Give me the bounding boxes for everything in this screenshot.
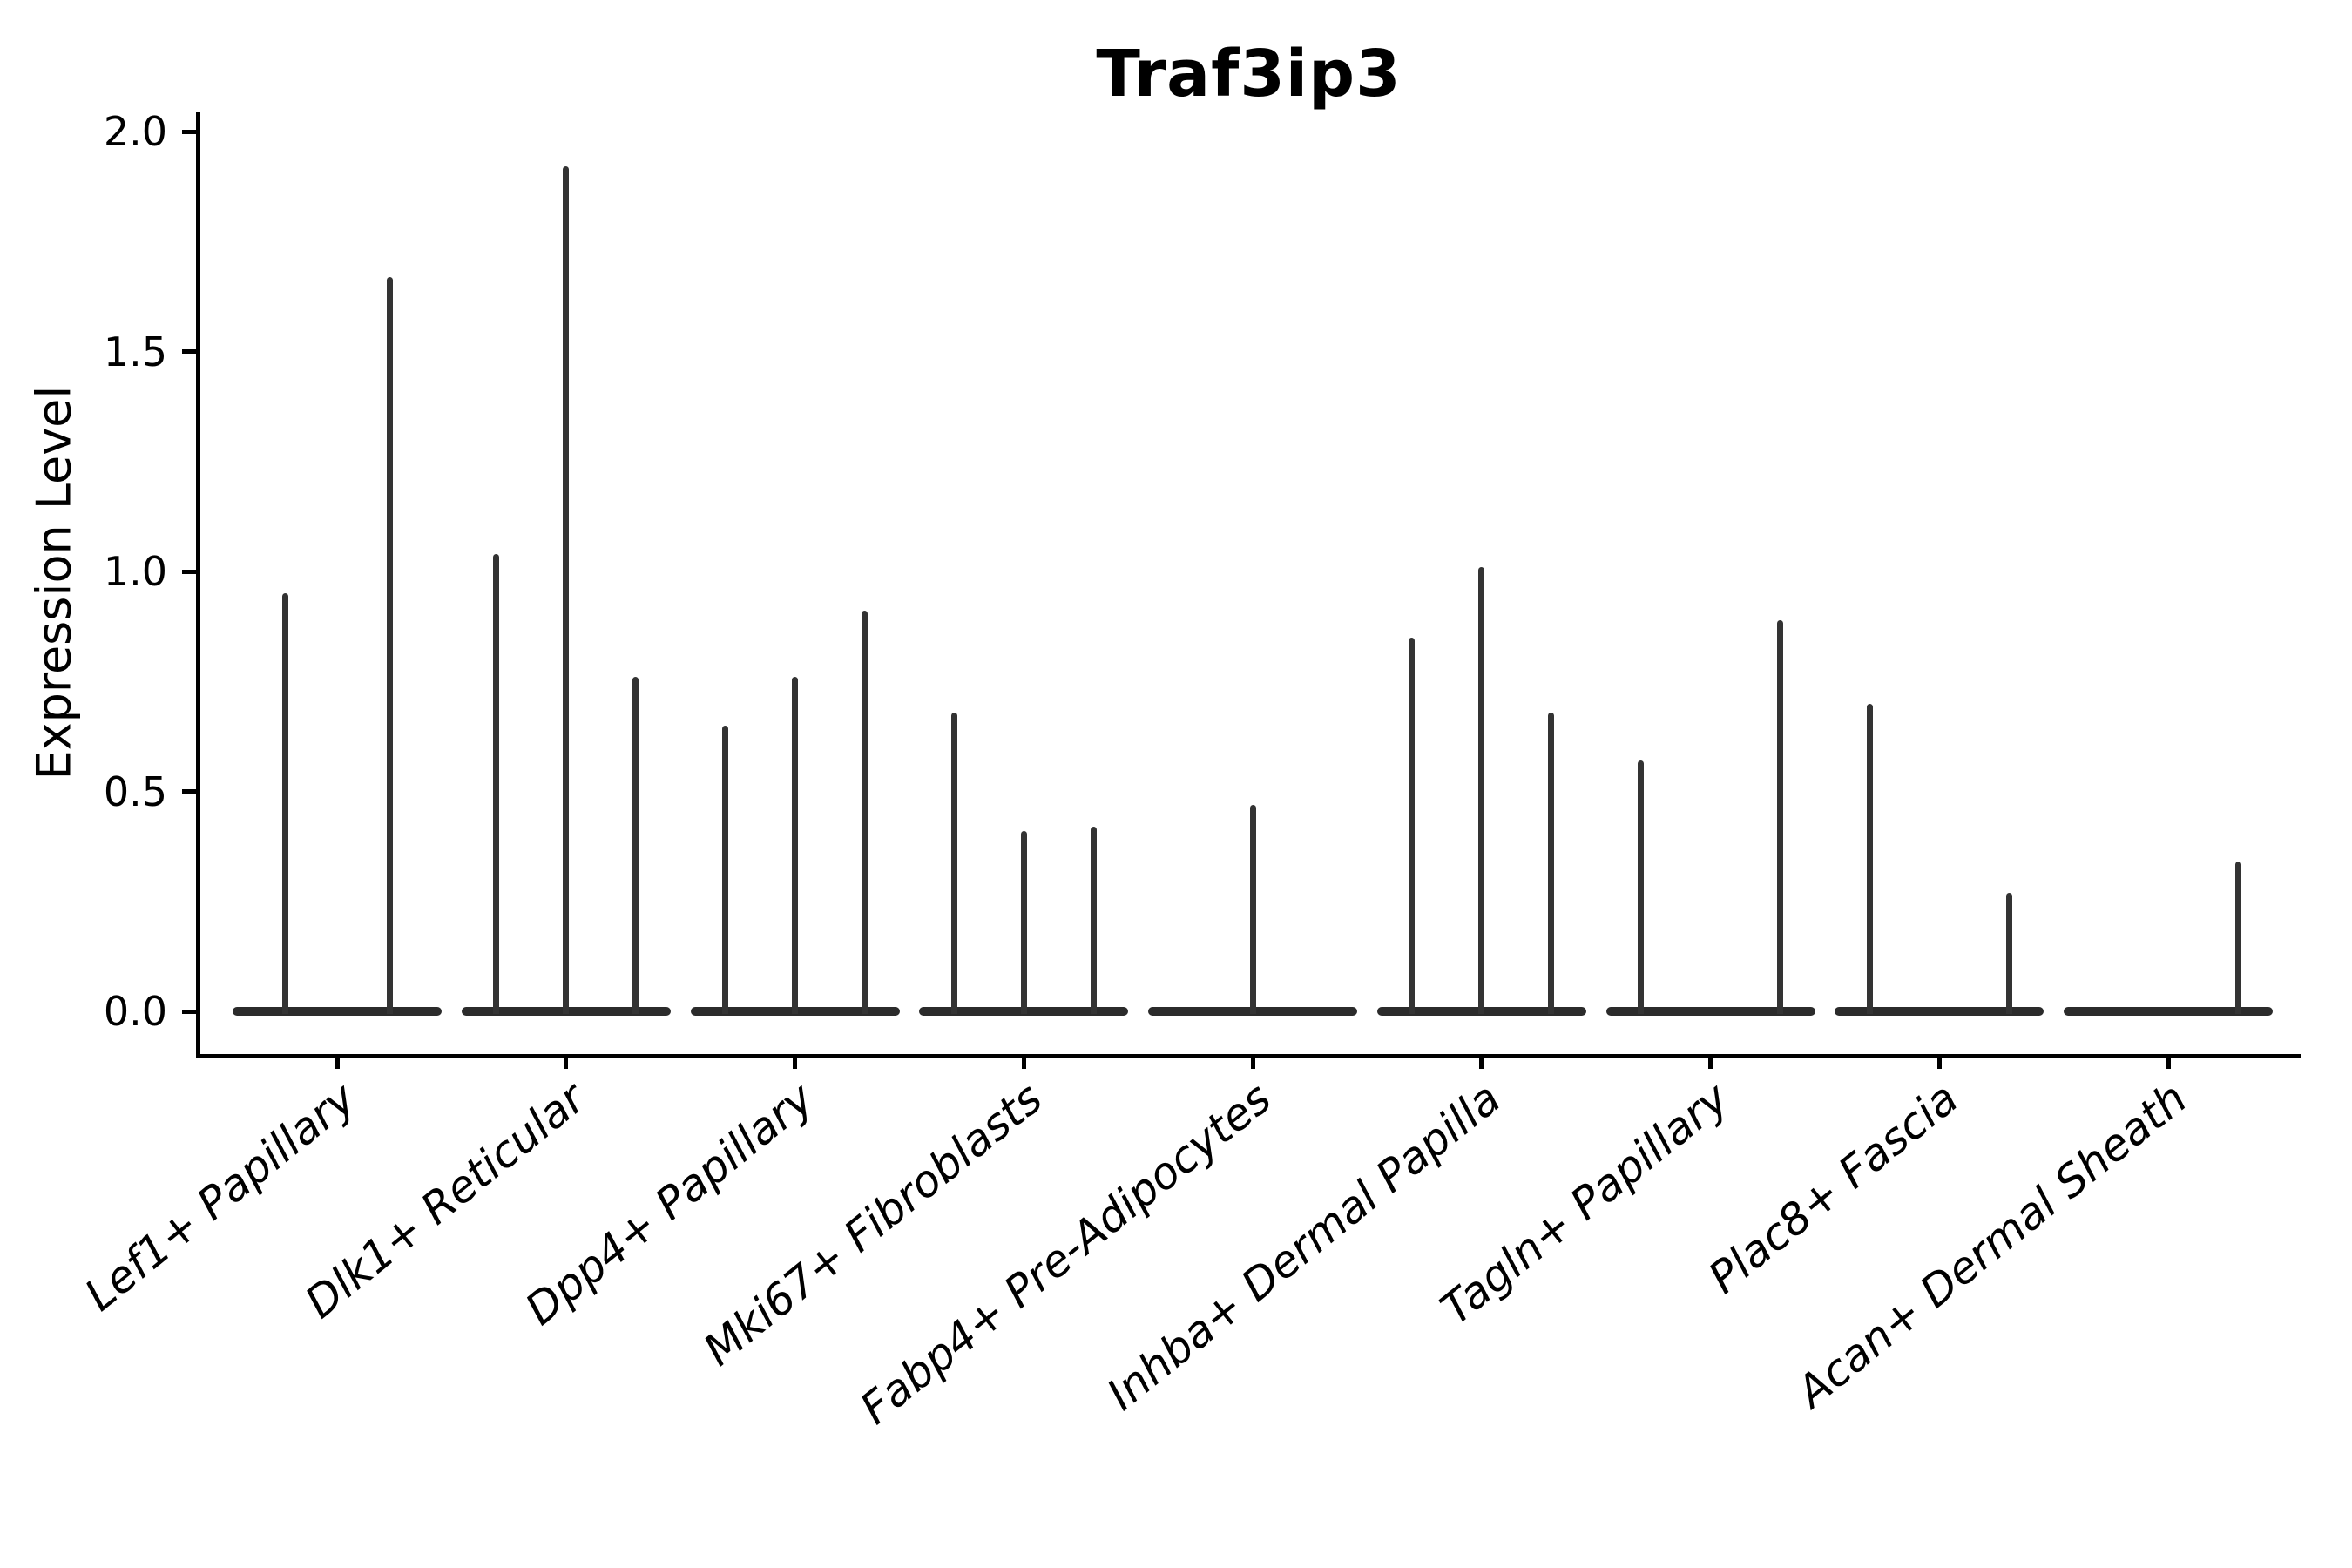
y-tick-mark (182, 789, 198, 794)
violin-spike (386, 276, 393, 1014)
x-tick-mark (335, 1054, 340, 1069)
violin-base (233, 1007, 442, 1016)
x-tick-mark (564, 1054, 569, 1069)
violin-spike (2005, 892, 2012, 1014)
y-tick-label: 0.5 (103, 767, 167, 815)
violin-base (2064, 1007, 2273, 1016)
violin-spike (563, 166, 570, 1014)
x-tick-mark (793, 1054, 797, 1069)
x-tick-mark (2166, 1054, 2171, 1069)
y-tick-label: 1.0 (103, 548, 167, 595)
y-tick-mark (182, 129, 198, 134)
violin-spike (1478, 566, 1485, 1014)
x-tick-mark (1479, 1054, 1484, 1069)
violin-spike (1409, 637, 1416, 1014)
y-tick-mark (182, 1009, 198, 1014)
x-axis-spine (196, 1054, 2301, 1058)
y-tick-mark (182, 349, 198, 354)
violin-spike (1249, 804, 1256, 1014)
violin-spike (493, 553, 500, 1014)
x-category-label: Inhba+ Dermal Papilla (1097, 1072, 1511, 1421)
x-category-label: Acan+ Dermal Sheath (1787, 1072, 2197, 1417)
violin-base (1605, 1007, 1815, 1016)
x-tick-mark (1250, 1054, 1255, 1069)
y-tick-label: 0.0 (103, 988, 167, 1035)
violin-spike (862, 611, 868, 1014)
violin-spike (950, 712, 957, 1014)
y-tick-label: 1.5 (103, 328, 167, 375)
violin-spike (1638, 760, 1644, 1014)
violin-base (1835, 1007, 2044, 1016)
y-axis-spine (196, 112, 200, 1058)
violin-spike (1090, 826, 1097, 1014)
y-tick-mark (182, 569, 198, 574)
violin-spike (632, 677, 639, 1014)
violin-spike (1866, 703, 1873, 1014)
violin-spike (792, 677, 798, 1014)
x-category-label: Fabp4+ Pre-Adipocytes (851, 1072, 1281, 1435)
violin-spike (1020, 830, 1027, 1014)
violin-spike (2234, 862, 2241, 1014)
y-tick-label: 2.0 (103, 108, 167, 155)
x-tick-mark (1936, 1054, 1942, 1069)
violin-spike (281, 593, 288, 1014)
violin-spike (722, 725, 728, 1014)
violin-spike (1548, 712, 1555, 1014)
x-tick-mark (1708, 1054, 1713, 1069)
x-tick-mark (1021, 1054, 1026, 1069)
chart-title: Traf3ip3 (1096, 37, 1402, 112)
violin-spike (1777, 619, 1783, 1014)
